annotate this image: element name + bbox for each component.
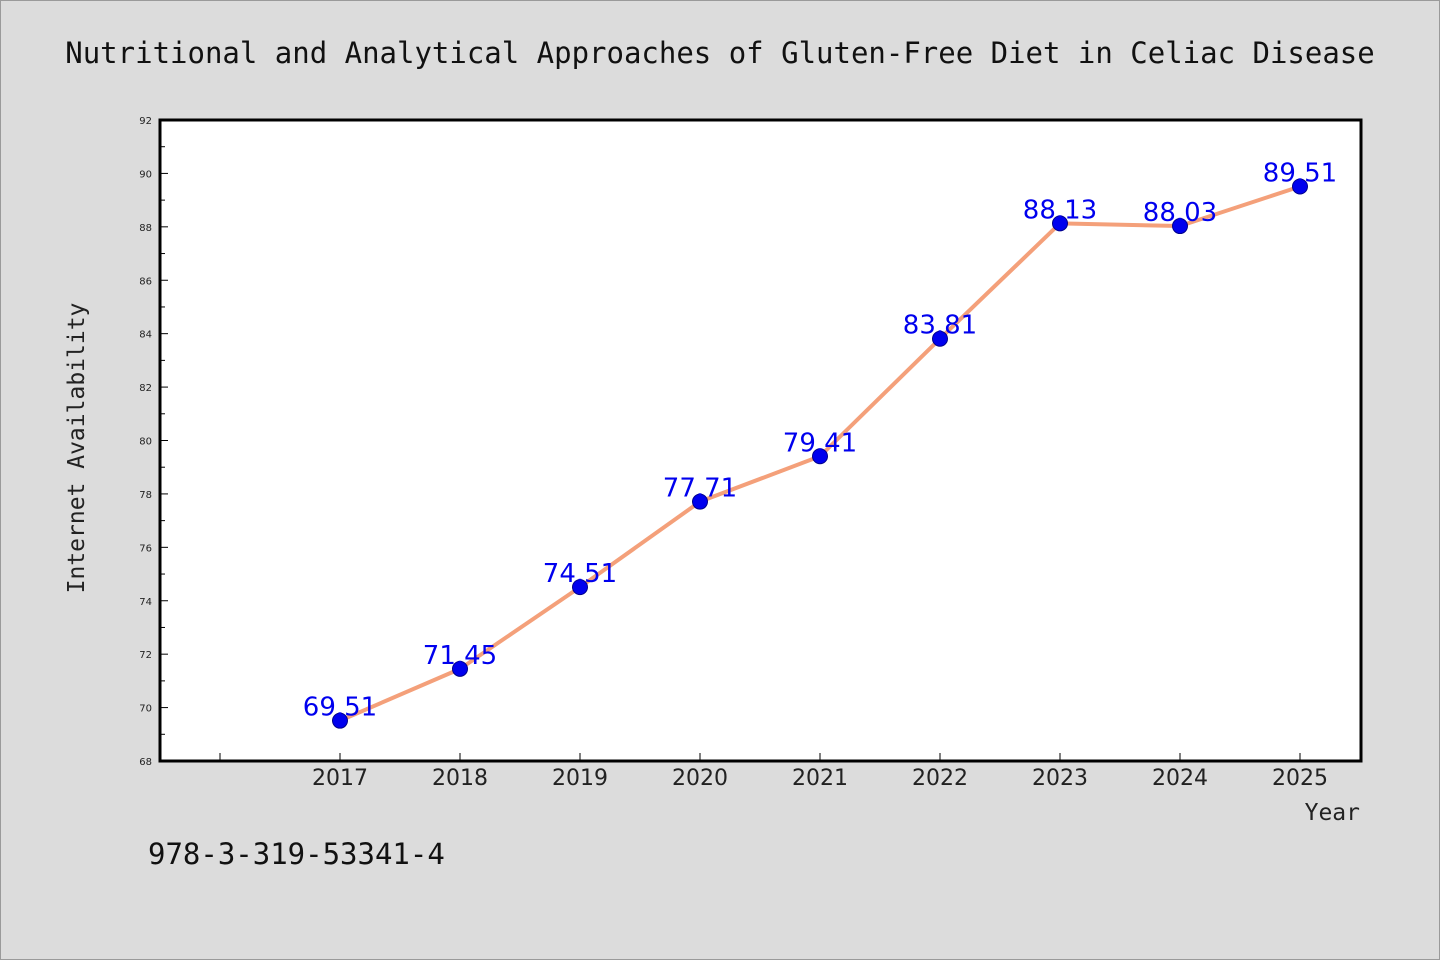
y-tick-label: 74 — [139, 597, 152, 608]
x-tick-label: 2024 — [1152, 766, 1208, 791]
y-axis-label: Internet Availability — [64, 303, 90, 594]
x-tick-label: 2025 — [1272, 766, 1328, 791]
x-tick-label: 2021 — [792, 766, 848, 791]
series-group: 69.51 71.45 74.51 77.71 79.41 83.81 88.13 88.03… — [303, 159, 1337, 729]
isbn-label: 978-3-319-53341-4 — [148, 837, 445, 871]
y-tick-label: 84 — [139, 330, 152, 341]
data-label: 89.51 — [1263, 159, 1337, 189]
y-tick-label: 90 — [139, 169, 152, 180]
data-point — [1172, 218, 1188, 235]
y-axis: 68 70 72 74 76 78 80 82 84 86 88 90 92 — [139, 116, 168, 768]
data-point — [332, 712, 348, 729]
y-tick-label: 68 — [139, 757, 152, 768]
data-label: 74.51 — [543, 559, 617, 589]
y-tick-label: 72 — [139, 650, 152, 661]
data-label: 69.51 — [303, 693, 377, 723]
data-label: 71.45 — [423, 641, 497, 671]
data-label: 79.41 — [783, 428, 857, 458]
y-tick-label: 76 — [139, 543, 152, 554]
y-tick-label: 92 — [139, 116, 152, 127]
x-axis-label: Year — [1305, 800, 1360, 826]
y-tick-label: 82 — [139, 383, 152, 394]
x-tick-label: 2022 — [912, 766, 968, 791]
x-tick-label: 2023 — [1032, 766, 1088, 791]
data-point — [812, 448, 828, 465]
x-tick-label: 2020 — [672, 766, 728, 791]
data-label: 88.03 — [1143, 198, 1217, 228]
y-tick-label: 86 — [139, 276, 152, 287]
y-tick-label: 70 — [139, 704, 152, 715]
y-tick-label: 80 — [139, 437, 152, 448]
data-label: 88.13 — [1023, 195, 1097, 225]
data-point — [1292, 178, 1308, 195]
data-label: 77.71 — [663, 474, 737, 504]
x-tick-label: 2018 — [432, 766, 488, 791]
chart-title: Nutritional and Analytical Approaches of… — [65, 36, 1374, 70]
data-label: 83.81 — [903, 311, 977, 341]
x-axis: 2017 2018 2019 2020 2021 2022 2023 2024 2025 — [219, 753, 1328, 791]
y-tick-label: 88 — [139, 223, 152, 234]
data-point — [692, 493, 708, 510]
data-point — [452, 660, 468, 677]
x-tick-label: 2017 — [312, 766, 368, 791]
x-tick-label: 2019 — [552, 766, 608, 791]
data-point — [932, 330, 948, 347]
y-tick-label: 78 — [139, 490, 152, 501]
data-point — [1052, 215, 1068, 232]
data-point — [572, 579, 588, 596]
